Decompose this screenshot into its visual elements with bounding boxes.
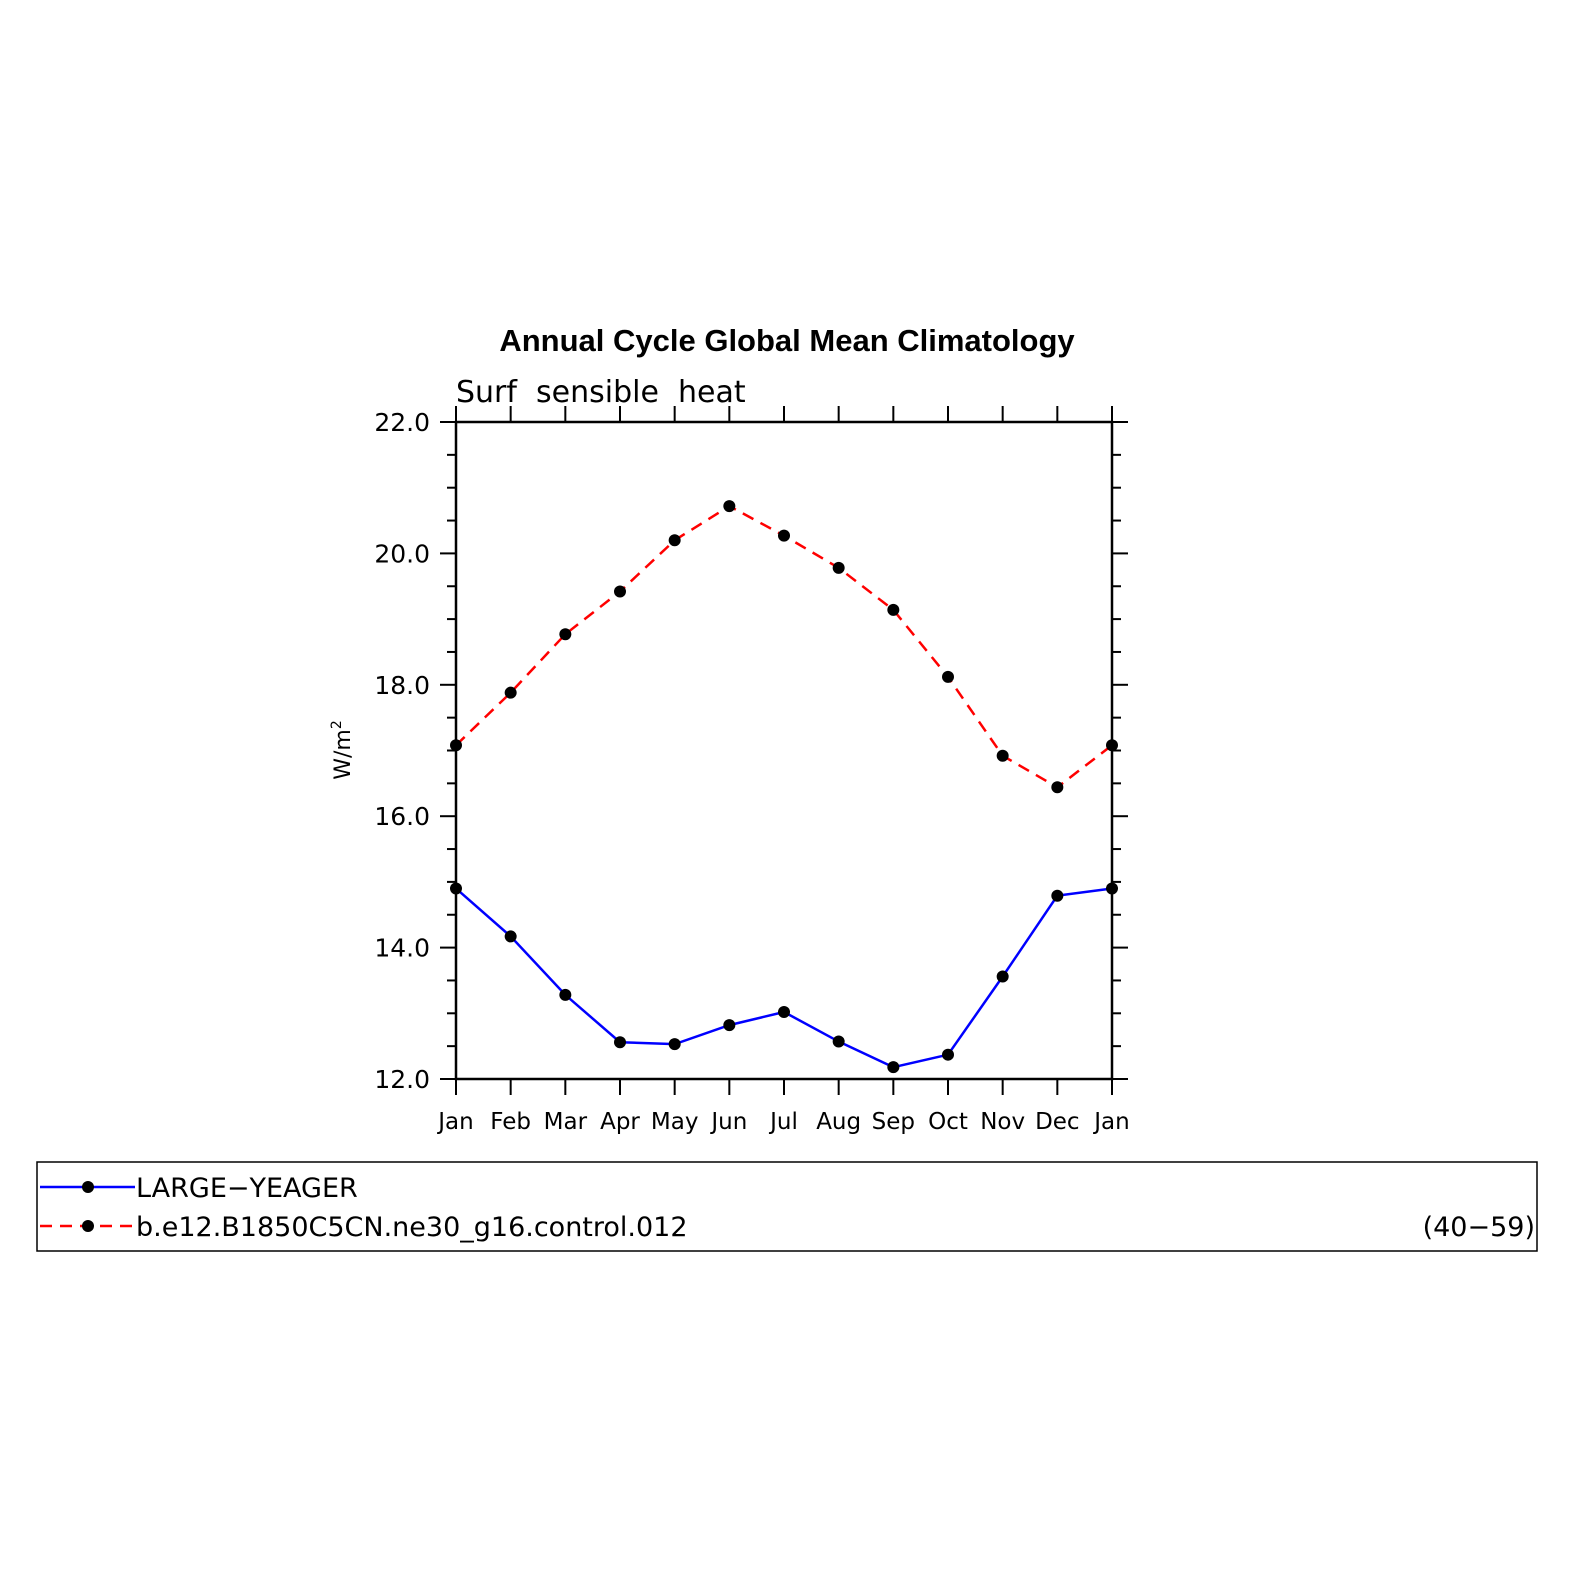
data-point-series-2 [668, 534, 681, 547]
data-point-series-2 [887, 603, 900, 616]
x-tick-label: Jan [436, 1109, 473, 1135]
y-tick-label: 14.0 [374, 934, 430, 963]
x-tick-label: Jul [768, 1109, 798, 1135]
data-point-series-1 [614, 1036, 626, 1049]
y-axis-label-text: W/m [331, 729, 356, 780]
data-point-series-1 [942, 1048, 954, 1061]
x-tick-label: Jun [709, 1109, 747, 1135]
data-point-series-1 [778, 1005, 790, 1018]
legend-marker-series-1 [82, 1181, 94, 1193]
data-point-series-2 [614, 585, 626, 598]
data-point-series-1 [832, 1035, 845, 1048]
y-tick-label: 18.0 [374, 671, 430, 700]
data-point-series-1 [559, 988, 572, 1001]
data-point-series-2 [942, 670, 954, 683]
legend-label-series-2: b.e12.B1850C5CN.ne30_g16.control.012 [136, 1212, 688, 1243]
data-point-series-2 [1051, 781, 1064, 794]
data-point-series-1 [996, 970, 1009, 983]
y-tick-label: 12.0 [374, 1065, 430, 1094]
legend: LARGE−YEAGER b.e12.B1850C5CN.ne30_g16.co… [36, 1161, 1538, 1252]
y-tick-label: 16.0 [374, 802, 430, 831]
y-tick-label: 22.0 [374, 408, 430, 437]
x-tick-label: Oct [928, 1109, 968, 1135]
data-point-series-2 [1106, 739, 1118, 752]
data-point-series-1 [504, 930, 517, 943]
legend-box [36, 1161, 1538, 1252]
data-point-series-1 [1051, 889, 1064, 902]
plot-axes: 12.0 14.0 16.0 18.0 20.0 22.0 Jan Feb Mar Apr May J… [374, 406, 1130, 1135]
data-point-series-2 [559, 628, 572, 641]
x-tick-label: Feb [490, 1109, 531, 1135]
data-point-series-1 [1106, 882, 1118, 895]
y-axis-label-superscript: 2 [329, 720, 345, 729]
series-line-2 [455, 504, 1113, 789]
legend-label-series-1: LARGE−YEAGER [136, 1173, 358, 1204]
data-point-series-2 [996, 749, 1009, 762]
data-point-series-2 [450, 739, 462, 752]
svg-text:W/m2: W/m2 [329, 720, 356, 780]
data-point-series-1 [723, 1019, 736, 1032]
data-point-series-1 [450, 882, 462, 895]
data-point-series-1 [887, 1061, 900, 1074]
x-tick-label: Nov [980, 1109, 1025, 1135]
data-point-series-2 [778, 529, 790, 542]
plot-series [450, 500, 1118, 1074]
plot-frame [454, 420, 1114, 1081]
data-point-series-2 [723, 500, 736, 513]
legend-note-series-2: (40−59) [1423, 1212, 1535, 1243]
y-tick-label: 20.0 [374, 539, 430, 568]
data-point-series-2 [832, 561, 845, 574]
x-tick-label: May [651, 1109, 699, 1135]
x-tick-label: Aug [816, 1109, 861, 1135]
y-axis-label: W/m2 [329, 720, 356, 780]
x-tick-label: Mar [544, 1109, 588, 1135]
data-point-series-1 [668, 1038, 681, 1051]
x-tick-label: Dec [1035, 1109, 1080, 1135]
legend-marker-series-2 [82, 1220, 94, 1232]
x-tick-label: Apr [600, 1109, 640, 1135]
chart-subtitle: Surf sensible heat [456, 375, 746, 410]
chart-title: Annual Cycle Global Mean Climatology [499, 323, 1075, 358]
x-tick-label: Jan [1092, 1109, 1129, 1135]
series-line-1 [455, 887, 1113, 1069]
data-point-series-2 [504, 686, 517, 699]
x-tick-label: Sep [872, 1109, 915, 1135]
